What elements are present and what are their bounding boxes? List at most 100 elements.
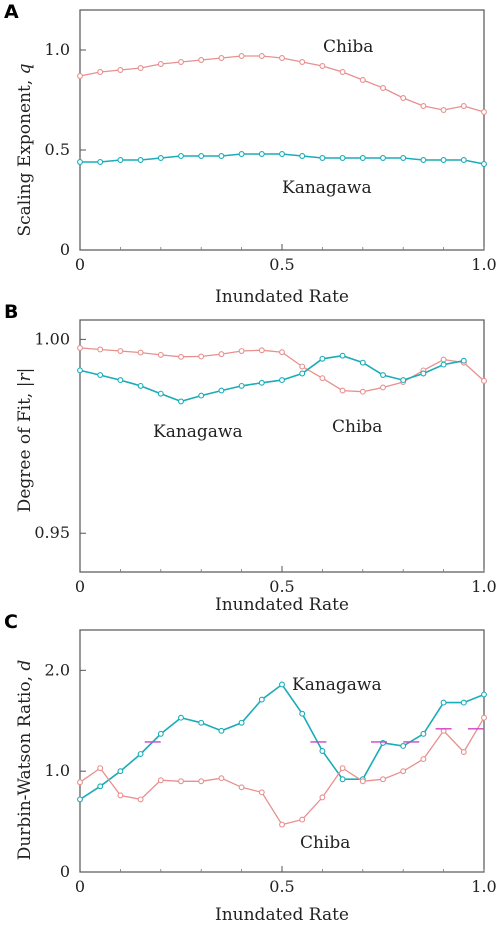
data-point-chiba — [420, 103, 427, 109]
data-point-chiba — [339, 387, 346, 394]
data-point-chiba — [238, 784, 245, 791]
chart-panel-c: C 0 0.5 1.0 0 1.0 2.0 Inundated Rate Durbin-Wats… — [4, 611, 497, 925]
data-point-chiba — [319, 63, 326, 69]
data-point-kanagawa — [339, 352, 346, 359]
panel-letter: B — [4, 301, 18, 323]
data-point-chiba — [218, 55, 225, 61]
series-label-chiba: Chiba — [323, 37, 373, 57]
series-kanagawa — [77, 352, 467, 405]
data-point-kanagawa — [380, 155, 386, 161]
data-point-chiba — [359, 778, 366, 785]
data-point-kanagawa — [319, 748, 326, 754]
data-point-kanagawa — [359, 359, 366, 366]
data-point-chiba — [380, 384, 386, 391]
y-axis-label-text: Durbin-Watson Ratio, — [15, 671, 35, 861]
data-point-kanagawa — [400, 377, 407, 384]
x-tick-label: 0 — [75, 577, 85, 596]
data-point-kanagawa — [319, 155, 326, 161]
data-point-kanagawa — [420, 730, 427, 737]
data-point-kanagawa — [279, 681, 285, 688]
data-point-kanagawa — [218, 727, 225, 734]
data-point-chiba — [440, 107, 447, 113]
data-point-kanagawa — [137, 382, 144, 389]
data-point-chiba — [319, 794, 326, 801]
data-point-kanagawa — [178, 153, 184, 159]
data-point-kanagawa — [440, 699, 447, 706]
data-point-kanagawa — [279, 377, 285, 384]
y-axis-label-text: Scaling Exponent, — [15, 74, 35, 236]
data-point-kanagawa — [299, 370, 306, 377]
data-point-kanagawa — [77, 796, 83, 803]
series-chiba — [77, 714, 487, 828]
data-point-kanagawa — [157, 155, 164, 161]
y-tick-label: 1.0 — [45, 40, 70, 59]
data-point-chiba — [238, 53, 245, 59]
data-point-kanagawa — [460, 157, 467, 163]
data-point-chiba — [198, 778, 205, 785]
data-point-kanagawa — [359, 155, 366, 161]
data-point-chiba — [279, 349, 285, 356]
data-point-kanagawa — [440, 157, 447, 163]
series-label-kanagawa: Kanagawa — [292, 675, 382, 695]
data-point-kanagawa — [420, 157, 427, 163]
data-point-chiba — [380, 776, 386, 783]
data-point-kanagawa — [77, 367, 83, 374]
y-tick-label: 0.95 — [34, 523, 70, 542]
data-point-chiba — [117, 348, 124, 354]
data-point-chiba — [359, 77, 366, 83]
x-tick-label: 0.5 — [269, 877, 294, 896]
data-point-kanagawa — [137, 157, 144, 163]
data-point-chiba — [218, 775, 225, 782]
data-point-kanagawa — [481, 161, 487, 167]
data-point-kanagawa — [380, 372, 386, 379]
data-point-chiba — [299, 816, 306, 823]
data-point-chiba — [481, 377, 487, 384]
data-point-chiba — [258, 53, 265, 59]
data-point-kanagawa — [279, 151, 285, 157]
data-point-chiba — [238, 348, 245, 354]
data-point-chiba — [400, 95, 407, 101]
data-point-kanagawa — [218, 387, 225, 394]
y-axis-label-text: Degree of Fit, — [15, 387, 35, 512]
data-point-kanagawa — [218, 153, 225, 159]
data-point-chiba — [157, 351, 164, 358]
data-point-chiba — [198, 57, 205, 63]
panel-letter: A — [4, 1, 19, 23]
data-point-chiba — [420, 756, 427, 763]
data-point-kanagawa — [238, 151, 245, 157]
data-point-chiba — [359, 388, 366, 395]
data-point-chiba — [178, 778, 184, 785]
data-point-chiba — [137, 796, 144, 803]
data-point-kanagawa — [420, 370, 427, 377]
series-kanagawa — [77, 151, 487, 167]
data-point-kanagawa — [319, 355, 326, 362]
data-point-chiba — [117, 792, 124, 799]
data-point-kanagawa — [97, 372, 104, 379]
plot-frame — [79, 9, 485, 251]
x-axis-label: Inundated Rate — [215, 287, 349, 307]
data-point-chiba — [157, 61, 164, 67]
y-axis-label-symbol: |r| — [15, 368, 35, 388]
data-point-chiba — [279, 821, 285, 828]
y-axis-label: Degree of Fit, |r| — [15, 368, 35, 513]
data-point-chiba — [117, 67, 124, 73]
x-tick-label: 1.0 — [471, 877, 496, 896]
data-point-kanagawa — [117, 768, 124, 775]
data-point-kanagawa — [198, 392, 205, 399]
data-point-kanagawa — [198, 153, 205, 159]
data-point-kanagawa — [157, 730, 164, 737]
plot-frame — [79, 629, 485, 873]
data-point-kanagawa — [339, 776, 346, 783]
data-point-chiba — [339, 69, 346, 75]
series-chiba — [77, 53, 487, 115]
series-line-kanagawa — [79, 683, 485, 801]
y-axis-label-symbol: d — [15, 660, 35, 671]
data-point-chiba — [380, 85, 386, 91]
y-tick-label: 2.0 — [45, 660, 70, 679]
data-point-kanagawa — [460, 357, 467, 364]
plot-frame — [79, 319, 485, 573]
data-point-chiba — [460, 749, 467, 755]
y-tick-label: 0.5 — [45, 140, 70, 159]
data-point-chiba — [77, 779, 83, 786]
